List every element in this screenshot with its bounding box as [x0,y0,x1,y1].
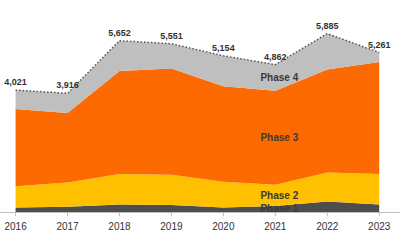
data-label: 5,261 [368,40,391,50]
series-label: Phase 3 [260,132,298,143]
x-tick [327,212,328,216]
x-tick [15,212,16,216]
data-label: 5,154 [212,43,235,53]
x-tick-label: 2019 [160,221,183,232]
x-tick [171,212,172,216]
area-segment [16,62,380,186]
data-label: 4,021 [4,77,27,87]
x-tick [67,212,68,216]
data-label: 4,862 [264,52,287,62]
x-axis-line [0,212,400,213]
chart-container: Phase 1Phase 2Phase 3Phase 44,0213,9165,… [0,0,400,250]
data-label: 5,885 [316,21,339,31]
plot-area [16,34,380,212]
chart-svg: Phase 1Phase 2Phase 3Phase 44,0213,9165,… [0,0,400,250]
x-tick-label: 2023 [368,221,391,232]
data-label: 3,916 [56,80,79,90]
x-tick-label: 2022 [316,221,339,232]
series-label: Phase 2 [260,190,298,201]
x-tick [223,212,224,216]
x-tick-label: 2017 [56,221,79,232]
x-tick [119,212,120,216]
x-tick [275,212,276,216]
x-tick-label: 2016 [4,221,27,232]
x-tick-label: 2018 [108,221,131,232]
x-tick-label: 2020 [212,221,235,232]
x-tick [379,212,380,216]
data-label: 5,652 [108,28,131,38]
labels: Phase 1Phase 2Phase 3Phase 44,0213,9165,… [4,21,390,215]
total-line [16,34,380,94]
area-segment [16,34,380,113]
series-label: Phase 4 [260,72,298,83]
data-label: 5,551 [160,31,183,41]
x-tick-label: 2021 [264,221,287,232]
